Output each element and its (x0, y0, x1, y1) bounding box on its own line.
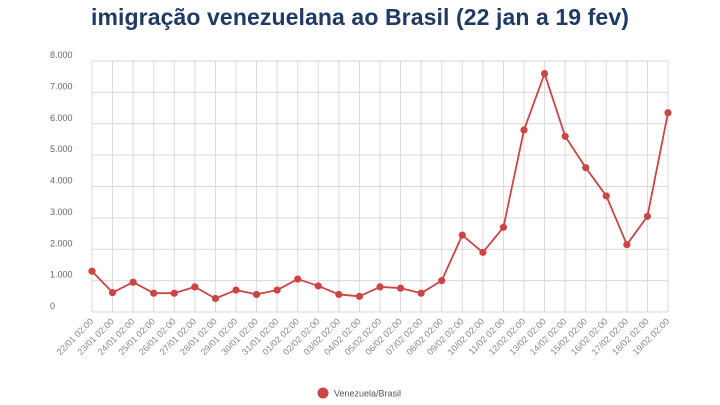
data-point[interactable] (458, 231, 466, 239)
data-point[interactable] (335, 290, 343, 299)
legend-marker[interactable] (317, 387, 329, 399)
y-tick-label: 7.000 (50, 81, 73, 91)
data-point[interactable] (643, 212, 652, 220)
y-tick-label: 8.000 (50, 50, 73, 60)
data-point[interactable] (479, 248, 487, 256)
data-point[interactable] (355, 292, 364, 300)
data-point[interactable] (582, 164, 590, 172)
chart-title: imigração venezuelana ao Brasil (22 jan … (91, 4, 629, 30)
data-point[interactable] (294, 275, 302, 283)
axis-layer: 0 1.000 2.000 3.000 4.000 5.000 6.000 7.000 8.00… (50, 50, 671, 357)
y-tick-label: 2.000 (50, 238, 73, 248)
data-point[interactable] (108, 288, 117, 297)
y-tick-label: 4.000 (50, 176, 73, 186)
grid-layer (91, 60, 669, 313)
legend[interactable]: Venezuela/Brasil (317, 387, 402, 399)
data-point[interactable] (520, 126, 528, 134)
data-point[interactable] (273, 286, 281, 294)
y-tick-label: 3.000 (50, 207, 73, 217)
legend-label[interactable]: Venezuela/Brasil (334, 389, 401, 399)
y-tick-label: 1.000 (50, 270, 73, 280)
y-tick-label: 6.000 (50, 113, 73, 123)
data-point[interactable] (540, 69, 549, 78)
data-point[interactable] (438, 277, 446, 285)
data-point[interactable] (602, 192, 610, 200)
data-point[interactable] (129, 278, 137, 286)
y-tick-label: 5.000 (50, 144, 73, 154)
series-layer (88, 69, 672, 303)
data-point[interactable] (499, 223, 508, 231)
data-point[interactable] (396, 284, 405, 292)
data-point[interactable] (664, 109, 672, 117)
data-point[interactable] (623, 240, 631, 249)
data-point[interactable] (211, 294, 220, 303)
data-point[interactable] (314, 282, 322, 290)
data-point[interactable] (376, 283, 384, 291)
data-point[interactable] (252, 290, 261, 299)
data-point[interactable] (232, 286, 240, 294)
data-point[interactable] (88, 267, 96, 275)
data-point[interactable] (170, 289, 178, 297)
y-tick-label: 0 (50, 301, 55, 311)
data-point[interactable] (191, 283, 199, 291)
data-point[interactable] (150, 289, 158, 297)
data-point[interactable] (561, 132, 569, 140)
data-point[interactable] (417, 289, 425, 297)
